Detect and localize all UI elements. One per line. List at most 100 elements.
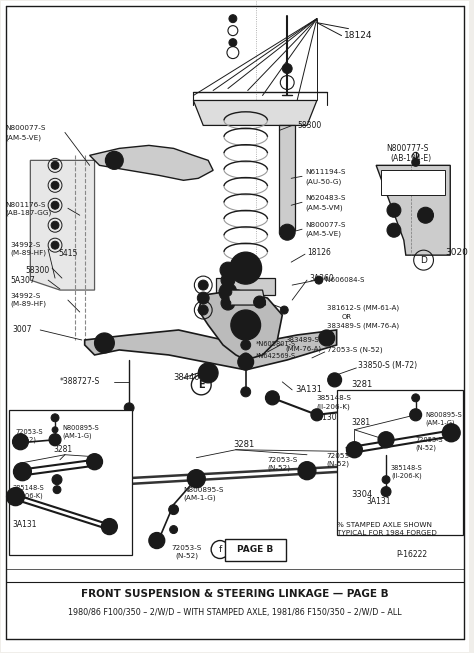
Text: 34992-S: 34992-S	[10, 242, 41, 248]
Circle shape	[198, 363, 218, 383]
Text: FRONT SUSPENSION & STEERING LINKAGE — PAGE B: FRONT SUSPENSION & STEERING LINKAGE — PA…	[81, 590, 389, 599]
Text: (AU-50-G): (AU-50-G)	[305, 178, 341, 185]
Circle shape	[100, 477, 109, 486]
Circle shape	[381, 486, 391, 497]
Circle shape	[241, 340, 251, 350]
Circle shape	[105, 522, 113, 531]
Circle shape	[241, 387, 251, 397]
Circle shape	[447, 429, 455, 437]
Circle shape	[51, 241, 59, 249]
Circle shape	[203, 368, 213, 378]
Circle shape	[198, 280, 208, 290]
Text: (AB-187-GG): (AB-187-GG)	[6, 210, 52, 217]
Text: (N-52): (N-52)	[267, 464, 291, 471]
Circle shape	[238, 354, 254, 370]
Text: N800895-S: N800895-S	[62, 425, 99, 431]
Circle shape	[365, 463, 373, 471]
Text: 72053-S: 72053-S	[416, 437, 443, 443]
Circle shape	[373, 401, 385, 413]
Text: (AM-1-G): (AM-1-G)	[426, 419, 455, 426]
Polygon shape	[381, 170, 445, 195]
Text: 72053-S (N-52): 72053-S (N-52)	[327, 347, 383, 353]
Circle shape	[346, 441, 362, 458]
Text: 72053-S: 72053-S	[327, 453, 357, 458]
Text: 3281: 3281	[54, 445, 73, 454]
Text: 3007: 3007	[12, 325, 32, 334]
Text: PAGE B: PAGE B	[237, 545, 274, 554]
Circle shape	[197, 292, 209, 304]
Text: *N605801-S: *N605801-S	[255, 341, 296, 347]
Circle shape	[52, 427, 58, 433]
Bar	[337, 390, 463, 535]
Circle shape	[58, 541, 66, 550]
Circle shape	[311, 409, 323, 421]
Text: 33850-S (M-72): 33850-S (M-72)	[358, 361, 418, 370]
Text: N800077-S: N800077-S	[305, 222, 346, 228]
Text: 385148-S: 385148-S	[391, 465, 423, 471]
Circle shape	[239, 318, 253, 332]
Text: (M-89-HF): (M-89-HF)	[10, 250, 46, 257]
Circle shape	[169, 505, 179, 515]
Text: (N-52): (N-52)	[16, 436, 36, 443]
Circle shape	[303, 467, 311, 475]
Circle shape	[412, 159, 419, 167]
Circle shape	[49, 434, 61, 446]
Circle shape	[221, 273, 235, 287]
Circle shape	[52, 475, 62, 485]
Text: 5415: 5415	[58, 249, 77, 258]
Circle shape	[18, 468, 27, 475]
Circle shape	[442, 424, 460, 441]
Circle shape	[7, 488, 24, 505]
Text: 1980/86 F100/350 – 2/W/D – WITH STAMPED AXLE, 1981/86 F150/350 – 2/W/D – ALL: 1980/86 F100/350 – 2/W/D – WITH STAMPED …	[68, 608, 401, 617]
Circle shape	[418, 207, 433, 223]
Circle shape	[254, 296, 265, 308]
Text: OR: OR	[342, 314, 352, 320]
Text: P-16222: P-16222	[396, 550, 427, 559]
Text: 58300: 58300	[26, 266, 50, 275]
Circle shape	[391, 485, 405, 499]
Text: 72053-S: 72053-S	[267, 456, 298, 463]
Text: (II-206-K): (II-206-K)	[391, 472, 422, 479]
Circle shape	[382, 436, 390, 444]
Text: (N-52): (N-52)	[416, 445, 437, 451]
Circle shape	[387, 203, 401, 217]
Circle shape	[279, 224, 295, 240]
Circle shape	[229, 39, 237, 46]
Text: E: E	[198, 380, 205, 390]
Text: (AM-1-G): (AM-1-G)	[62, 432, 91, 439]
Text: 383489-S: 383489-S	[285, 337, 319, 343]
Circle shape	[283, 63, 292, 74]
Circle shape	[192, 475, 201, 483]
Text: (M-89-HF): (M-89-HF)	[10, 301, 46, 308]
Text: 3304: 3304	[351, 490, 373, 499]
Text: (II-206-K): (II-206-K)	[12, 492, 43, 499]
Circle shape	[51, 414, 59, 422]
Text: (II-206-K): (II-206-K)	[317, 404, 351, 410]
Text: 3A131: 3A131	[12, 520, 37, 529]
Circle shape	[198, 305, 208, 315]
Circle shape	[219, 283, 237, 301]
Polygon shape	[216, 278, 275, 295]
Text: 3A131: 3A131	[295, 385, 322, 394]
Text: 3020: 3020	[445, 247, 468, 257]
Circle shape	[87, 454, 102, 470]
Circle shape	[382, 475, 390, 484]
Text: 3281: 3281	[233, 440, 254, 449]
Text: *388727-S: *388727-S	[60, 377, 100, 387]
Text: 3281: 3281	[351, 419, 371, 427]
Circle shape	[149, 533, 164, 549]
Polygon shape	[279, 125, 295, 231]
Circle shape	[224, 266, 232, 274]
Circle shape	[170, 526, 178, 534]
Text: f: f	[219, 545, 222, 554]
Text: 3A130: 3A130	[312, 413, 337, 422]
Circle shape	[124, 403, 134, 413]
Text: 383489-S (MM-76-A): 383489-S (MM-76-A)	[327, 323, 399, 329]
Circle shape	[53, 486, 61, 494]
Text: N800077-S: N800077-S	[6, 125, 46, 131]
Text: N800777-S: N800777-S	[386, 144, 428, 153]
Circle shape	[12, 434, 28, 450]
Text: (MM-76-A): (MM-76-A)	[285, 345, 321, 352]
Text: N611194-S: N611194-S	[305, 169, 346, 175]
Circle shape	[238, 260, 254, 276]
